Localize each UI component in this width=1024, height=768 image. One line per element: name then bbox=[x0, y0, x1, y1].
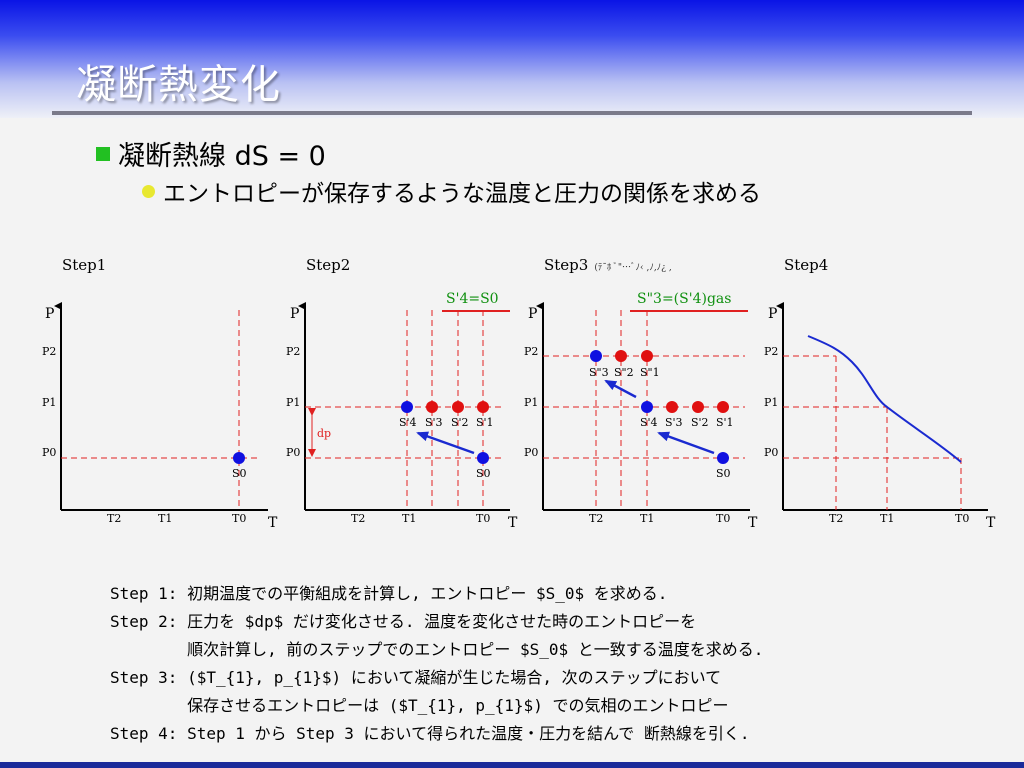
t1-tick: T1 bbox=[158, 512, 172, 525]
point-s-prime-4 bbox=[641, 401, 653, 413]
point-s-prime-1 bbox=[477, 401, 489, 413]
p0-tick: P0 bbox=[42, 446, 56, 459]
description-step3: Step 3: ($T_{1}, p_{1}$) において凝縮が生じた場合, 次… bbox=[110, 668, 722, 687]
p-axis-letter: P bbox=[45, 306, 54, 322]
p0-tick: P0 bbox=[524, 446, 538, 459]
blue-arrow-upper bbox=[604, 379, 637, 399]
step3-garbled-text: (ﾃ¯ﾎ ﾞ"…ﾞﾉ‹ ,ﾉ,ﾉ¿ , bbox=[594, 263, 672, 273]
s-dprime-2-label: S"2 bbox=[614, 366, 634, 379]
round-bullet-icon bbox=[142, 184, 155, 198]
step2-label: Step2 bbox=[306, 256, 351, 274]
point-s-prime-2 bbox=[452, 401, 464, 413]
t-axis-letter: T bbox=[986, 515, 996, 531]
p-axis-letter: P bbox=[768, 306, 777, 322]
t0-tick: T0 bbox=[955, 512, 969, 525]
s0-label: S0 bbox=[232, 467, 247, 480]
point-s-prime-2 bbox=[692, 401, 704, 413]
t2-tick: T2 bbox=[107, 512, 121, 525]
t2-tick: T2 bbox=[829, 512, 843, 525]
blue-arrow-lower bbox=[657, 431, 715, 455]
blue-arrow bbox=[416, 431, 475, 455]
p1-tick: P1 bbox=[524, 396, 538, 409]
step3-header: S"3=(S'4)gas bbox=[637, 291, 731, 307]
point-s-prime-4 bbox=[401, 401, 413, 413]
description-step2: Step 2: 圧力を $dp$ だけ変化させる. 温度を変化させた時のエントロ… bbox=[110, 612, 697, 631]
bullet-adiabat: 凝断熱線 dS = 0 bbox=[96, 134, 326, 173]
step3-label: Step3 (ﾃ¯ﾎ ﾞ"…ﾞﾉ‹ ,ﾉ,ﾉ¿ , bbox=[544, 256, 672, 274]
s-prime-2-label: S'2 bbox=[451, 416, 469, 429]
point-s0 bbox=[477, 452, 489, 464]
s-dprime-1-label: S"1 bbox=[640, 366, 660, 379]
p2-tick: P2 bbox=[764, 345, 778, 358]
t1-tick: T1 bbox=[880, 512, 894, 525]
t-axis-letter: T bbox=[748, 515, 758, 531]
panel-step3: P T P2 P1 P0 T2 T1 T0 S"3=(S'4)gas S"3 S… bbox=[524, 291, 758, 531]
s0-label: S0 bbox=[476, 467, 491, 480]
description-step3-cont: 保存させるエントロピーは ($T_{1}, p_{1}$) での気相のエントロピ… bbox=[110, 696, 729, 715]
point-s-prime-3 bbox=[666, 401, 678, 413]
s-prime-2-label: S'2 bbox=[691, 416, 709, 429]
bullet-adiabat-text: 凝断熱線 dS = 0 bbox=[118, 141, 326, 172]
s-prime-4-label: S'4 bbox=[399, 416, 417, 429]
point-s0 bbox=[717, 452, 729, 464]
panel-step1: P T P2 P1 P0 T2 T1 T0 S0 bbox=[42, 302, 278, 531]
t0-tick: T0 bbox=[232, 512, 246, 525]
point-s-prime-3 bbox=[426, 401, 438, 413]
point-s-prime-1 bbox=[717, 401, 729, 413]
title-banner bbox=[0, 0, 1024, 118]
t0-tick: T0 bbox=[716, 512, 730, 525]
panel-step4: P T P2 P1 P0 T2 T1 T0 bbox=[764, 302, 996, 531]
s-dprime-3-label: S"3 bbox=[589, 366, 609, 379]
slide-title: 凝断熱変化 bbox=[76, 62, 281, 108]
t1-tick: T1 bbox=[402, 512, 416, 525]
bullet-entropy-text: エントロピーが保存するような温度と圧力の関係を求める bbox=[163, 181, 761, 207]
dp-label: dp bbox=[317, 427, 331, 440]
adiabat-curve bbox=[807, 335, 962, 463]
bottom-bar bbox=[0, 762, 1024, 768]
p2-tick: P2 bbox=[286, 345, 300, 358]
description-step4: Step 4: Step 1 から Step 3 において得られた温度・圧力を結… bbox=[110, 724, 750, 743]
p1-tick: P1 bbox=[286, 396, 300, 409]
p2-tick: P2 bbox=[524, 345, 538, 358]
s-prime-3-label: S'3 bbox=[665, 416, 683, 429]
t-axis-letter: T bbox=[268, 515, 278, 531]
point-s-dprime-2 bbox=[615, 350, 627, 362]
s-prime-1-label: S'1 bbox=[476, 416, 494, 429]
t0-tick: T0 bbox=[476, 512, 490, 525]
description-step2-cont: 順次計算し, 前のステップでのエントロピー $S_0$ と一致する温度を求める. bbox=[110, 640, 764, 659]
p-axis-letter: P bbox=[528, 306, 537, 322]
bullet-entropy: エントロピーが保存するような温度と圧力の関係を求める bbox=[142, 174, 761, 208]
s-prime-1-label: S'1 bbox=[716, 416, 734, 429]
s-prime-3-label: S'3 bbox=[425, 416, 443, 429]
p2-tick: P2 bbox=[42, 345, 56, 358]
step3-label-text: Step3 bbox=[544, 256, 589, 274]
step1-label: Step1 bbox=[62, 256, 107, 274]
p1-tick: P1 bbox=[764, 396, 778, 409]
p0-tick: P0 bbox=[764, 446, 778, 459]
p0-tick: P0 bbox=[286, 446, 300, 459]
p1-tick: P1 bbox=[42, 396, 56, 409]
t2-tick: T2 bbox=[589, 512, 603, 525]
step4-label: Step4 bbox=[784, 256, 829, 274]
square-bullet-icon bbox=[96, 146, 110, 161]
t1-tick: T1 bbox=[640, 512, 654, 525]
t-axis-letter: T bbox=[508, 515, 518, 531]
title-underline bbox=[52, 111, 972, 115]
panel-step2: P T P2 P1 P0 T2 T1 T0 S'4=S0 dp S'4 S'3 … bbox=[286, 291, 518, 531]
point-s-dprime-3 bbox=[590, 350, 602, 362]
point-s0 bbox=[233, 452, 245, 464]
step2-header: S'4=S0 bbox=[446, 291, 499, 307]
t2-tick: T2 bbox=[351, 512, 365, 525]
description-step1: Step 1: 初期温度での平衡組成を計算し, エントロピー $S_0$ を求め… bbox=[110, 584, 668, 603]
s-prime-4-label: S'4 bbox=[640, 416, 658, 429]
s0-label: S0 bbox=[716, 467, 731, 480]
p-axis-letter: P bbox=[290, 306, 299, 322]
point-s-dprime-1 bbox=[641, 350, 653, 362]
